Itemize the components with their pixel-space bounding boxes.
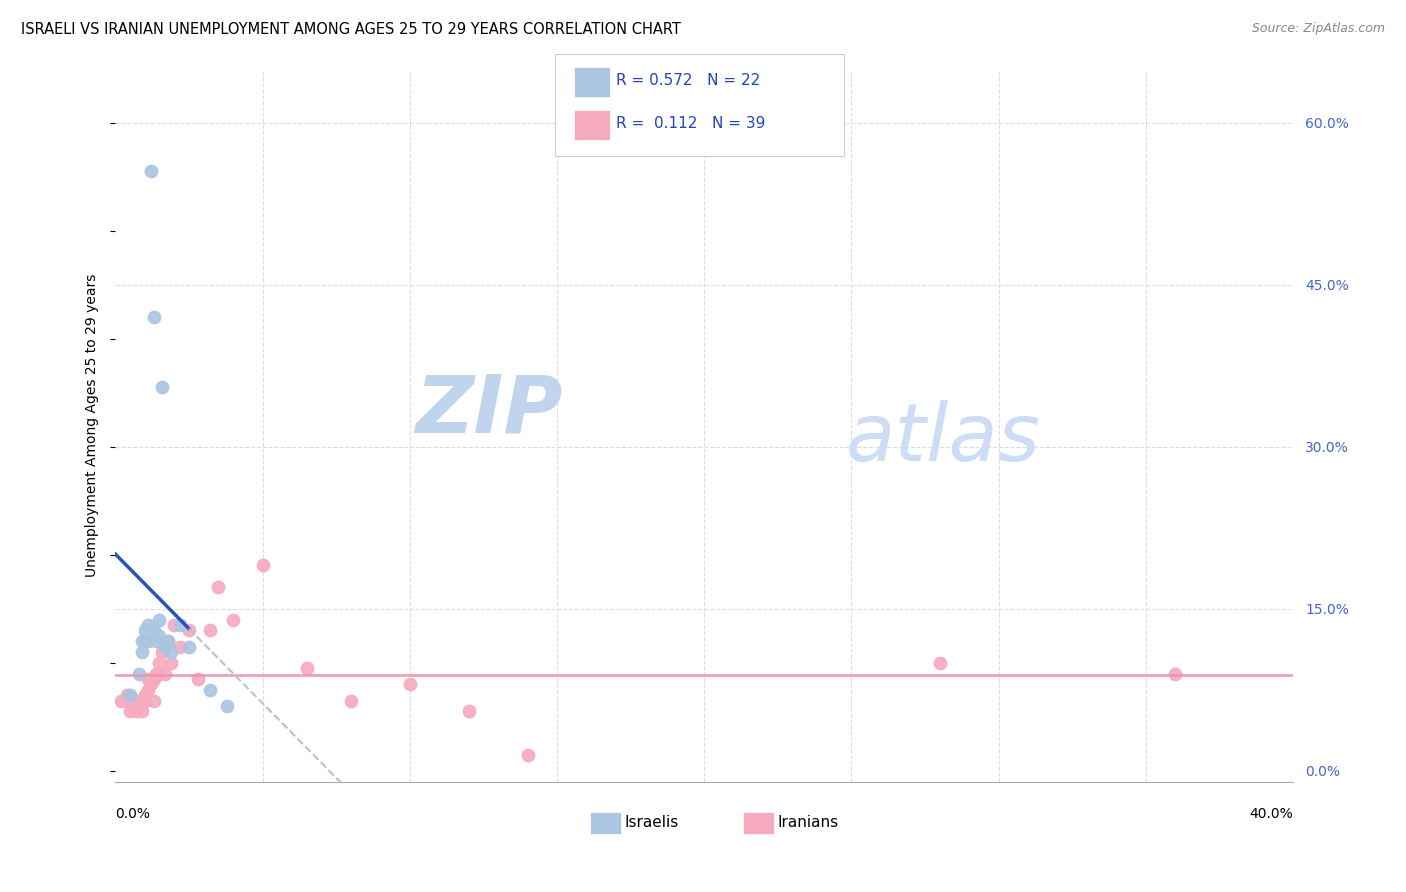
Text: 0.0%: 0.0% xyxy=(115,806,150,821)
Point xyxy=(222,613,245,627)
Point xyxy=(160,656,183,670)
Point xyxy=(148,666,170,681)
Point xyxy=(136,672,159,686)
FancyBboxPatch shape xyxy=(744,812,773,834)
Point xyxy=(177,624,200,638)
Point xyxy=(148,656,170,670)
Point xyxy=(115,688,138,702)
Point xyxy=(139,164,162,178)
Point xyxy=(122,698,145,713)
Point xyxy=(131,634,153,648)
Point xyxy=(150,380,173,394)
Point xyxy=(163,618,186,632)
Text: 40.0%: 40.0% xyxy=(1250,806,1294,821)
Point xyxy=(110,693,132,707)
Point xyxy=(145,666,167,681)
Point xyxy=(340,693,363,707)
Point xyxy=(142,693,165,707)
Point xyxy=(118,688,141,702)
Point xyxy=(516,747,538,762)
Point xyxy=(142,310,165,324)
Point xyxy=(134,688,156,702)
Point xyxy=(398,677,420,691)
Point xyxy=(155,640,177,654)
FancyBboxPatch shape xyxy=(591,812,620,834)
Y-axis label: Unemployment Among Ages 25 to 29 years: Unemployment Among Ages 25 to 29 years xyxy=(86,273,100,577)
Point xyxy=(142,672,165,686)
Text: Israelis: Israelis xyxy=(624,815,678,830)
Point xyxy=(160,645,183,659)
Point xyxy=(128,666,150,681)
Point xyxy=(145,634,167,648)
Text: R = 0.572   N = 22: R = 0.572 N = 22 xyxy=(616,73,761,87)
Point xyxy=(252,558,274,573)
Point xyxy=(148,629,170,643)
Point xyxy=(157,634,180,648)
Point xyxy=(457,704,479,718)
Point xyxy=(148,613,170,627)
Point xyxy=(150,645,173,659)
Point xyxy=(157,634,180,648)
Point xyxy=(142,624,165,638)
Point xyxy=(198,682,221,697)
Point xyxy=(169,640,191,654)
Point xyxy=(207,580,229,594)
Point xyxy=(131,693,153,707)
Point xyxy=(217,698,239,713)
Point xyxy=(1164,666,1187,681)
Point xyxy=(134,624,156,638)
Point xyxy=(187,672,209,686)
Point xyxy=(136,634,159,648)
Point xyxy=(128,698,150,713)
Point xyxy=(155,666,177,681)
Point xyxy=(128,693,150,707)
Point xyxy=(125,704,148,718)
Point xyxy=(295,661,318,675)
Point xyxy=(134,693,156,707)
Point xyxy=(134,634,156,648)
Point xyxy=(928,656,950,670)
Text: R =  0.112   N = 39: R = 0.112 N = 39 xyxy=(616,116,765,130)
Point xyxy=(177,640,200,654)
Point xyxy=(198,624,221,638)
Point xyxy=(118,704,141,718)
Point xyxy=(136,618,159,632)
Point xyxy=(169,618,191,632)
Text: ISRAELI VS IRANIAN UNEMPLOYMENT AMONG AGES 25 TO 29 YEARS CORRELATION CHART: ISRAELI VS IRANIAN UNEMPLOYMENT AMONG AG… xyxy=(21,22,681,37)
Text: atlas: atlas xyxy=(845,401,1040,478)
Point xyxy=(131,704,153,718)
Point xyxy=(136,682,159,697)
Text: Iranians: Iranians xyxy=(778,815,838,830)
Text: Source: ZipAtlas.com: Source: ZipAtlas.com xyxy=(1251,22,1385,36)
Point xyxy=(118,688,141,702)
Text: ZIP: ZIP xyxy=(416,372,562,450)
Point xyxy=(139,677,162,691)
Point xyxy=(131,645,153,659)
